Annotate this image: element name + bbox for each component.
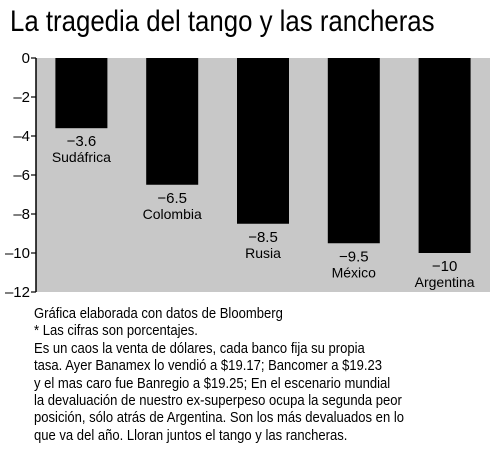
chart-title: La tragedia del tango y las rancheras [10,5,435,38]
bars-group [55,58,471,253]
bar-category-label: Colombia [143,206,202,222]
bar [418,58,471,253]
y-tick-label: –10 [5,245,30,262]
bar-value-label: −3.6 [67,133,97,150]
y-tick-label: –2 [13,89,30,106]
bar [327,58,380,244]
bar-value-label: −9.5 [339,248,369,265]
bar-value-label: −8.5 [248,229,278,246]
bar-category-label: Rusia [245,245,281,261]
footer-line: y el mas caro fue Banregio a $19.25; En … [34,375,391,392]
footer-line: Es un caos la venta de dólares, cada ban… [34,340,365,357]
y-tick-label: 0 [22,50,30,67]
footer-line: la devaluación de nuestro ex-superpeso o… [34,393,402,410]
footer-line: que va del año. Lloran juntos el tango y… [34,427,348,444]
y-tick-label: –6 [13,167,30,184]
bar-value-label: −6.5 [157,190,187,207]
footer-line: Gráfica elaborada con datos de Bloomberg [34,306,283,322]
bar-category-label: México [332,264,377,280]
y-tick-label: –4 [13,128,30,145]
bar-category-label: Sudáfrica [52,149,111,165]
footer-line: posición, sólo atrás de Argentina. Son l… [34,410,404,427]
y-axis: 0 –2 –4 –6 –8 –10 –12 [5,50,37,300]
bar [237,58,289,224]
y-tick-label: –8 [13,206,30,223]
footer-notes: Gráfica elaborada con datos de Bloomberg… [34,306,494,445]
bar-value-label: −10 [432,258,457,275]
bar [55,58,108,129]
bar-category-label: Argentina [415,274,475,290]
footer-line: * Las cifras son porcentajes. [34,323,198,340]
bar [146,58,199,185]
footer-line: tasa. Ayer Banamex lo vendió a $19.17; B… [34,358,383,375]
y-tick-label: –12 [5,284,30,300]
